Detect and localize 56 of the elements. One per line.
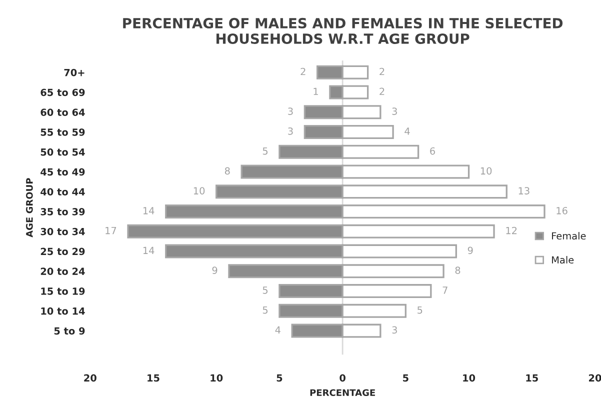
- y-tick-label: 70+: [64, 68, 84, 76]
- legend-label: Female: [552, 232, 586, 240]
- y-tick-label: 45 to 49: [40, 168, 85, 176]
- data-label: 3: [288, 127, 293, 135]
- y-tick-label: 55 to 59: [40, 128, 85, 136]
- data-label: 5: [262, 147, 268, 155]
- y-axis-title: AGE GROUP: [26, 178, 33, 238]
- y-tick-label: 25 to 29: [40, 248, 85, 256]
- y-tick-label: 35 to 39: [40, 208, 85, 216]
- data-label: 4: [275, 326, 280, 334]
- data-label: 12: [506, 226, 517, 234]
- data-label: 16: [556, 206, 568, 214]
- chart-title: PERCENTAGE OF MALES AND FEMALES IN THE SELECTED HOUSEHOLDS W.R.T AGE GROUP: [123, 18, 563, 44]
- x-tick-label: 15: [526, 374, 538, 382]
- data-label: 2: [380, 88, 384, 95]
- data-label: 14: [143, 207, 154, 214]
- data-label: 2: [380, 68, 384, 76]
- y-tick-label: 40 to 44: [40, 188, 85, 196]
- x-axis-title: PERCENTAGE: [310, 389, 375, 396]
- data-label: 9: [468, 246, 473, 254]
- y-tick-label: 50 to 54: [40, 148, 85, 156]
- data-label: 2: [300, 68, 306, 76]
- x-tick-label: 20: [84, 374, 96, 382]
- data-label: 3: [392, 108, 397, 115]
- x-tick-label: 0: [340, 374, 346, 382]
- x-tick-label: 5: [403, 374, 408, 382]
- data-label: 10: [480, 167, 492, 175]
- data-label: 8: [455, 266, 460, 274]
- x-tick-label: 20: [588, 374, 601, 382]
- data-label: 13: [518, 187, 530, 194]
- data-label: 14: [143, 246, 154, 254]
- data-label: 5: [262, 286, 268, 294]
- data-label: 1: [314, 88, 318, 95]
- x-tick-label: 10: [463, 374, 476, 382]
- data-label: 5: [262, 306, 268, 314]
- x-tick-label: 15: [148, 374, 160, 382]
- y-tick-label: 5 to 9: [54, 327, 85, 335]
- data-label: 4: [404, 128, 410, 135]
- x-tick-label: 5: [276, 374, 282, 382]
- data-label: 8: [224, 167, 230, 175]
- data-label: 9: [212, 266, 218, 274]
- y-tick-label: 30 to 34: [40, 228, 85, 236]
- x-tick-label: 10: [210, 374, 223, 382]
- data-label: 5: [418, 306, 422, 314]
- y-tick-label: 10 to 14: [41, 307, 85, 315]
- y-tick-label: 65 to 69: [40, 88, 85, 96]
- y-tick-label: 20 to 24: [40, 268, 85, 275]
- y-tick-label: 15 to 19: [41, 288, 85, 295]
- data-label: 3: [392, 326, 397, 334]
- data-label: 10: [194, 187, 205, 194]
- data-label: 7: [442, 286, 448, 294]
- data-label: 17: [106, 226, 116, 234]
- data-label: 6: [430, 147, 435, 155]
- data-label: 3: [288, 108, 293, 115]
- legend-label: Male: [552, 256, 574, 264]
- y-tick-label: 60 to 64: [40, 108, 85, 116]
